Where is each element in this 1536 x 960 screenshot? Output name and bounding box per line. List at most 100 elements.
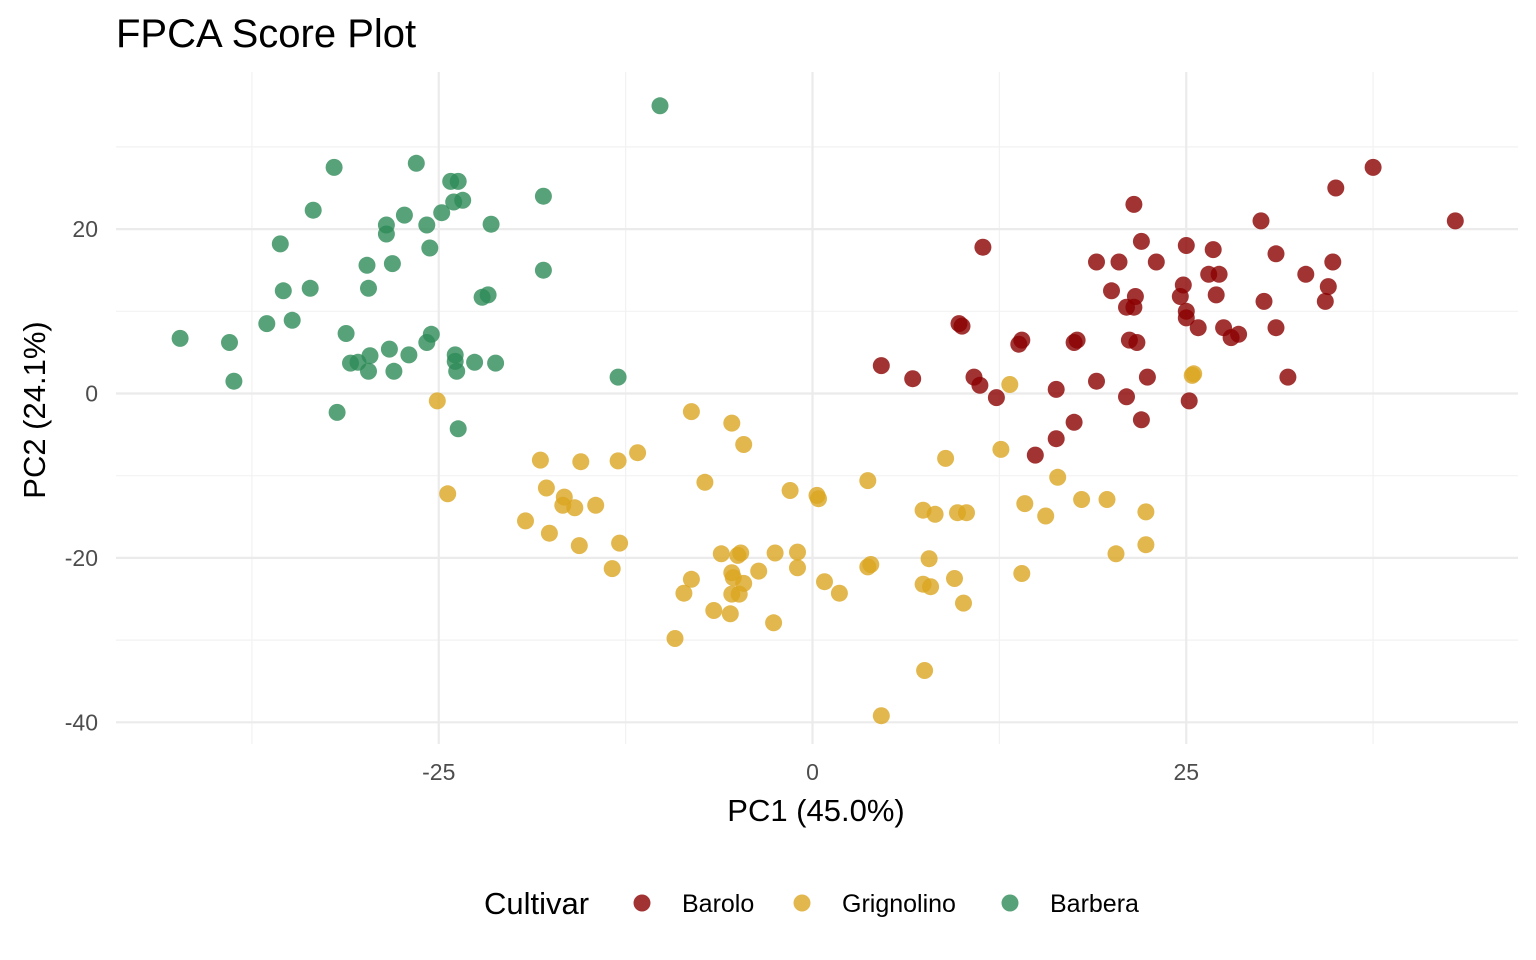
data-point-barolo bbox=[1110, 253, 1128, 271]
data-point-barbera bbox=[171, 329, 189, 347]
data-point-barolo bbox=[1103, 282, 1120, 300]
data-point-barbera bbox=[445, 193, 463, 211]
data-point-grignolino bbox=[1037, 507, 1055, 525]
data-point-barbera bbox=[479, 286, 497, 304]
data-point-barolo bbox=[1210, 265, 1228, 283]
data-point-grignolino bbox=[781, 482, 799, 499]
data-point-barbera bbox=[383, 255, 401, 273]
data-point-barbera bbox=[271, 235, 289, 253]
x-tick-label: -25 bbox=[422, 759, 455, 785]
data-point-grignolino bbox=[862, 556, 880, 573]
data-point-grignolino bbox=[1001, 376, 1019, 393]
data-point-grignolino bbox=[1016, 495, 1034, 513]
data-point-grignolino bbox=[696, 473, 714, 491]
data-point-barolo bbox=[1364, 158, 1382, 176]
data-point-barolo bbox=[1324, 253, 1342, 271]
data-point-grignolino bbox=[1137, 536, 1155, 554]
data-point-barolo bbox=[1138, 368, 1156, 386]
data-point-grignolino bbox=[766, 544, 784, 562]
data-point-grignolino bbox=[859, 472, 877, 490]
x-tick-label: 0 bbox=[806, 759, 819, 785]
data-point-barolo bbox=[1128, 334, 1146, 351]
data-point-barbera bbox=[395, 206, 413, 224]
data-point-barolo bbox=[971, 376, 989, 394]
data-point-barolo bbox=[1252, 212, 1270, 230]
legend-label-barolo: Barolo bbox=[682, 890, 754, 918]
data-point-barolo bbox=[1132, 232, 1150, 250]
data-point-grignolino bbox=[572, 453, 590, 471]
data-point-barbera bbox=[448, 362, 466, 380]
data-point-grignolino bbox=[566, 499, 584, 517]
data-point-grignolino bbox=[517, 512, 534, 530]
data-point-grignolino bbox=[1107, 545, 1125, 563]
data-point-barolo bbox=[1068, 331, 1086, 349]
data-point-barbera bbox=[258, 315, 276, 333]
data-point-barolo bbox=[1088, 253, 1105, 271]
data-point-grignolino bbox=[675, 584, 693, 602]
data-point-barbera bbox=[534, 261, 552, 279]
series-barbera bbox=[171, 97, 669, 438]
data-point-barbera bbox=[221, 334, 238, 351]
data-point-grignolino bbox=[611, 534, 629, 552]
data-point-grignolino bbox=[666, 630, 684, 647]
data-point-grignolino bbox=[922, 578, 940, 596]
data-point-barbera bbox=[534, 187, 552, 205]
data-point-grignolino bbox=[587, 496, 605, 514]
data-point-barolo bbox=[953, 317, 971, 335]
data-point-barbera bbox=[225, 372, 243, 390]
data-point-barolo bbox=[1177, 309, 1195, 327]
y-tick-label: -20 bbox=[65, 545, 98, 571]
data-point-barolo bbox=[1327, 179, 1345, 197]
legend-key-grignolino bbox=[793, 894, 811, 912]
data-point-grignolino bbox=[705, 602, 723, 619]
legend-label-barbera: Barbera bbox=[1050, 890, 1139, 918]
data-point-barbera bbox=[283, 311, 301, 329]
data-point-barolo bbox=[1319, 278, 1337, 296]
data-point-barbera bbox=[400, 346, 418, 364]
data-point-barolo bbox=[1267, 319, 1285, 337]
data-point-grignolino bbox=[629, 444, 647, 462]
data-point-barolo bbox=[1132, 411, 1150, 429]
data-point-grignolino bbox=[1073, 491, 1091, 508]
data-point-barbera bbox=[449, 420, 467, 438]
data-point-barbera bbox=[385, 362, 403, 380]
data-point-barolo bbox=[872, 357, 890, 375]
tick-labels: -25 0 25 -40 -20 0 20 bbox=[65, 216, 1199, 785]
data-point-barolo bbox=[1047, 380, 1065, 398]
data-point-grignolino bbox=[1098, 491, 1116, 508]
data-point-barolo bbox=[1010, 335, 1028, 353]
data-point-barolo bbox=[1026, 446, 1044, 464]
data-point-grignolino bbox=[1183, 366, 1201, 384]
legend-key-barolo bbox=[633, 894, 651, 912]
data-point-barbera bbox=[360, 362, 377, 380]
data-point-barbera bbox=[466, 353, 484, 371]
series-grignolino bbox=[428, 365, 1203, 725]
x-axis-title: PC1 (45.0%) bbox=[727, 793, 904, 828]
data-point-grignolino bbox=[789, 559, 806, 577]
data-point-barolo bbox=[1267, 245, 1285, 263]
data-point-barolo bbox=[1118, 388, 1135, 406]
data-point-grignolino bbox=[830, 584, 848, 602]
legend-label-grignolino: Grignolino bbox=[842, 890, 956, 918]
data-point-grignolino bbox=[682, 570, 700, 588]
legend-title: Cultivar bbox=[484, 886, 589, 921]
data-point-grignolino bbox=[765, 614, 783, 632]
legend-key-barbera bbox=[1001, 894, 1019, 912]
data-point-barbera bbox=[377, 225, 395, 243]
data-point-barbera bbox=[442, 172, 460, 190]
data-point-barolo bbox=[1125, 298, 1143, 316]
data-point-barolo bbox=[1171, 288, 1189, 305]
data-point-grignolino bbox=[926, 505, 944, 523]
data-point-grignolino bbox=[732, 544, 750, 562]
data-point-barolo bbox=[1446, 212, 1464, 230]
data-point-grignolino bbox=[789, 543, 806, 561]
data-point-grignolino bbox=[1137, 503, 1155, 521]
data-point-grignolino bbox=[750, 562, 768, 580]
data-point-barbera bbox=[433, 204, 451, 222]
data-point-grignolino bbox=[428, 392, 446, 410]
data-point-grignolino bbox=[540, 524, 558, 542]
data-point-barbera bbox=[328, 403, 346, 421]
data-point-barbera bbox=[609, 368, 627, 386]
data-point-barbera bbox=[301, 279, 319, 297]
